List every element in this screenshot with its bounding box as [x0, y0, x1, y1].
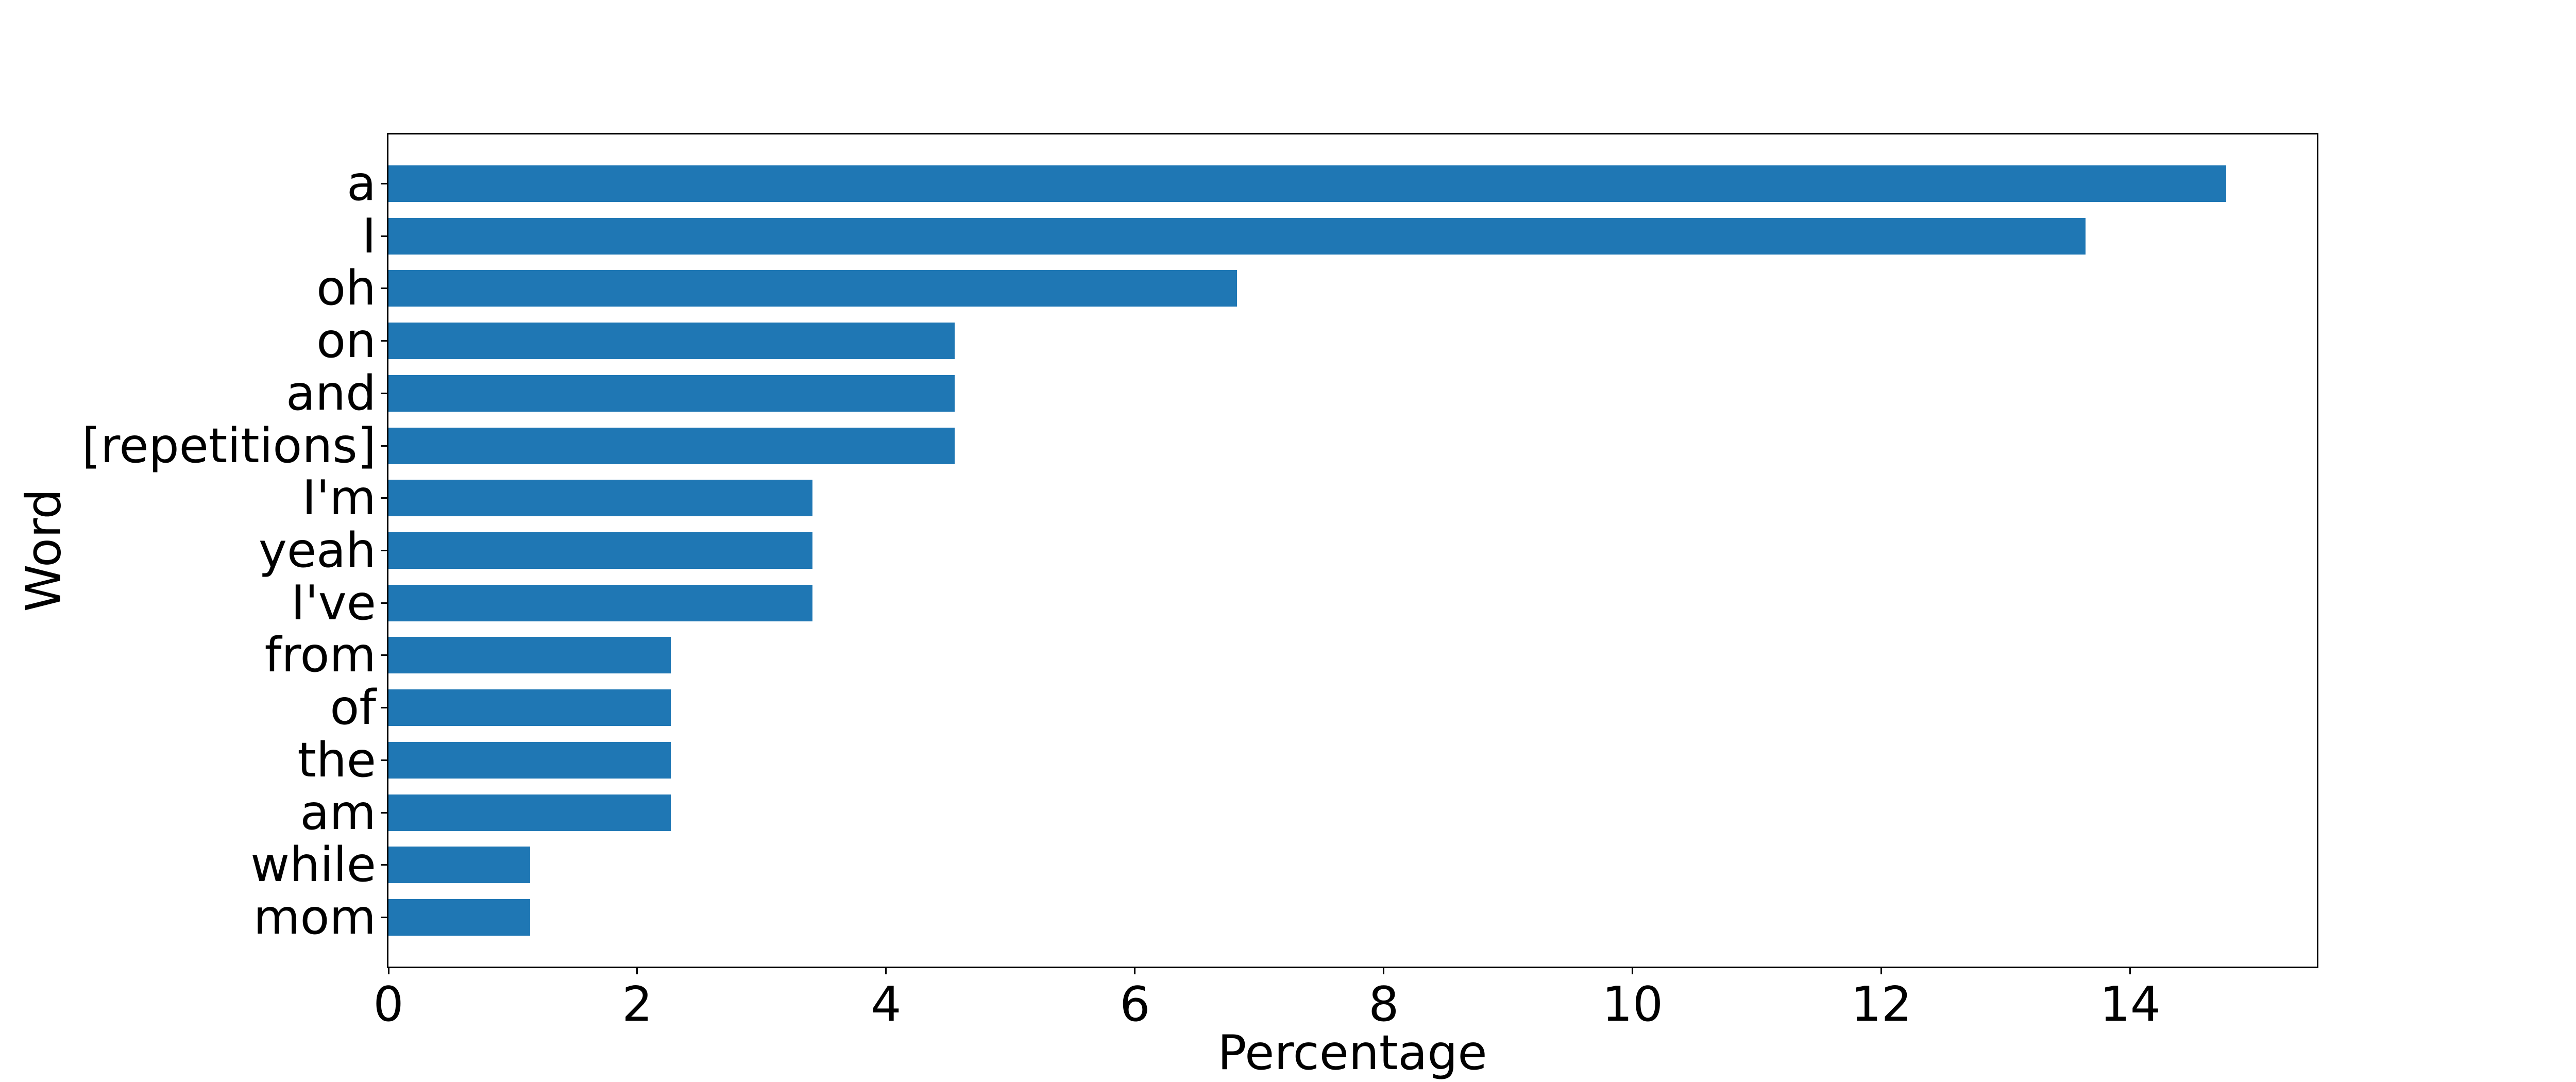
x-axis-label: Percentage [1217, 1025, 1487, 1080]
bar-yeah [388, 532, 813, 569]
y-tick-label: from [264, 627, 376, 683]
y-tick-mark [381, 864, 387, 866]
y-tick-label: on [316, 313, 376, 369]
y-tick-label: I've [291, 574, 376, 631]
y-tick-label: the [297, 732, 376, 788]
y-tick-label: of [330, 680, 376, 736]
x-tick-label: 0 [373, 976, 404, 1032]
bar-on [388, 323, 955, 360]
x-tick-label: 10 [1602, 976, 1663, 1032]
y-tick-label: oh [316, 260, 376, 316]
y-tick-label: mom [253, 889, 376, 945]
x-tick-mark [636, 968, 638, 974]
x-tick-label: 14 [2099, 976, 2161, 1032]
bar-[repetitions] [388, 427, 955, 464]
bar-from [388, 637, 671, 674]
y-tick-mark [381, 759, 387, 761]
x-tick-mark [1383, 968, 1385, 974]
y-tick-mark [381, 340, 387, 342]
bar-while [388, 847, 531, 884]
bar-and [388, 375, 955, 412]
y-tick-mark [381, 445, 387, 447]
y-tick-mark [381, 497, 387, 499]
y-tick-label: I [362, 208, 376, 264]
y-tick-mark [381, 812, 387, 814]
x-tick-mark [387, 968, 389, 974]
y-tick-mark [381, 183, 387, 184]
y-tick-mark [381, 707, 387, 709]
y-tick-mark [381, 392, 387, 394]
x-tick-mark [2129, 968, 2131, 974]
y-tick-mark [381, 602, 387, 604]
x-tick-mark [1880, 968, 1883, 974]
y-tick-mark [381, 654, 387, 656]
x-tick-label: 4 [871, 976, 902, 1032]
y-tick-label: am [300, 784, 376, 840]
y-tick-label: I'm [302, 470, 376, 526]
y-tick-label: [repetitions] [81, 417, 376, 474]
bar-I've [388, 584, 813, 621]
plot-area [387, 133, 2318, 968]
x-tick-mark [885, 968, 887, 974]
x-tick-label: 12 [1851, 976, 1912, 1032]
y-tick-mark [381, 288, 387, 290]
bar-mom [388, 899, 531, 936]
x-tick-mark [1134, 968, 1136, 974]
bar-am [388, 794, 671, 831]
x-tick-label: 8 [1368, 976, 1399, 1032]
bar-I [388, 217, 2086, 255]
x-tick-label: 6 [1120, 976, 1150, 1032]
y-tick-label: yeah [258, 522, 376, 578]
bar-of [388, 689, 671, 726]
bar-a [388, 165, 2226, 202]
y-tick-mark [381, 235, 387, 237]
y-tick-label: while [250, 837, 376, 893]
x-tick-label: 2 [622, 976, 653, 1032]
y-tick-mark [381, 917, 387, 918]
x-tick-mark [1632, 968, 1634, 974]
bar-oh [388, 270, 1237, 307]
y-tick-label: and [286, 365, 376, 421]
y-tick-mark [381, 550, 387, 551]
bar-I'm [388, 480, 813, 517]
bar-the [388, 741, 671, 779]
y-tick-label: a [347, 156, 376, 211]
